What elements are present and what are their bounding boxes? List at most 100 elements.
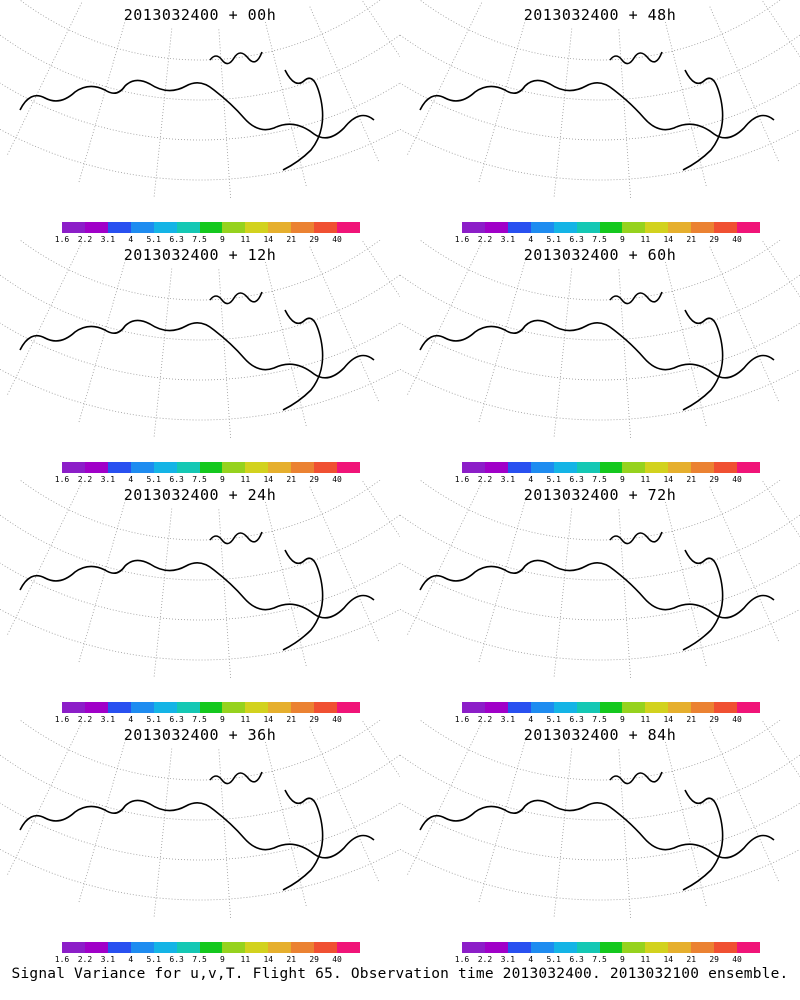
variance-contour — [145, 120, 165, 136]
colorbar-swatch — [176, 942, 200, 953]
colorbar-tick-label: 9 — [620, 955, 625, 964]
colorbar-tick-label: 21 — [286, 235, 297, 244]
map-panel: 2013032400 + 84h 1.6 2.2 3.1 4 5.1 6.3 7.5 9 11 14… — [400, 720, 800, 964]
colorbar-swatch — [84, 942, 108, 953]
variance-field — [102, 308, 322, 347]
colorbar-tick-label: 9 — [220, 955, 225, 964]
variance-contour — [536, 542, 614, 558]
colorbar-tick-label: 3.1 — [500, 235, 516, 244]
colorbar-tick-label: 1.6 — [54, 235, 70, 244]
colorbar-swatch — [530, 942, 554, 953]
variance-contour — [465, 770, 725, 827]
colorbar-swatch — [130, 942, 154, 953]
colorbar-tick-label: 4 — [528, 475, 534, 484]
colorbar-swatch — [84, 222, 108, 233]
colorbar-tick-label: 5.1 — [146, 475, 161, 484]
colorbar-tick-label: 9 — [220, 475, 225, 484]
colorbar-labels: 1.6 2.2 3.1 4 5.1 6.3 7.5 9 11 14 21 29 40 — [55, 475, 360, 484]
colorbar-swatch — [530, 222, 554, 233]
variance-field — [85, 781, 320, 827]
variance-contour — [565, 878, 595, 893]
colorbar-swatch — [245, 222, 269, 233]
colorbar-tick-label: 11 — [240, 235, 251, 244]
colorbar-tick-label: 14 — [263, 715, 274, 724]
colorbar-swatch — [222, 222, 246, 233]
variance-contour — [513, 554, 677, 587]
colorbar-tick-label: 7.5 — [592, 715, 607, 724]
colorbar-tick-label: 14 — [663, 955, 674, 964]
colorbar-tick-label: 5.1 — [546, 715, 561, 724]
colorbar — [462, 702, 760, 713]
colorbar-swatch — [668, 462, 692, 473]
variance-contour — [544, 344, 566, 347]
colorbar-tick-label: 4 — [528, 235, 534, 244]
variance-contour — [104, 575, 156, 587]
colorbar-swatch — [484, 942, 508, 953]
colorbar-tick-label: 6.3 — [569, 235, 584, 244]
variance-contour — [620, 65, 680, 105]
colorbar-labels: 1.6 2.2 3.1 4 5.1 6.3 7.5 9 11 14 21 29 40 — [55, 955, 360, 964]
colorbar-tick-label: 4 — [128, 235, 134, 244]
variance-map — [0, 240, 400, 439]
colorbar-swatch — [599, 702, 623, 713]
variance-contour — [602, 100, 618, 107]
colorbar-tick-label: 21 — [686, 475, 697, 484]
colorbar-tick-label: 6.3 — [169, 235, 184, 244]
colorbar-swatch — [645, 462, 669, 473]
variance-contour — [620, 577, 660, 587]
coastline — [419, 799, 775, 859]
map-panel: 2013032400 + 72h 1.6 2.2 3.1 4 5.1 6.3 7.5 9 11 14… — [400, 480, 800, 724]
colorbar-swatch — [507, 462, 531, 473]
colorbar-swatch — [668, 702, 692, 713]
variance-contour — [235, 163, 255, 177]
colorbar-swatch — [84, 462, 108, 473]
colorbar-tick-label: 6.3 — [169, 715, 184, 724]
colorbar-swatch — [530, 462, 554, 473]
colorbar-tick-label: 7.5 — [592, 235, 607, 244]
colorbar-swatch — [484, 462, 508, 473]
colorbar-swatch — [576, 942, 600, 953]
colorbar-tick-label: 3.1 — [500, 715, 516, 724]
variance-contour — [540, 132, 620, 168]
colorbar-swatch — [176, 222, 200, 233]
colorbar-swatch — [107, 942, 131, 953]
coastline — [19, 559, 375, 619]
map-panel: 2013032400 + 00h 1.6 2.2 3.1 4 5.1 6.3 7.5 9 11 14… — [0, 0, 400, 244]
colorbar-tick-label: 2.2 — [477, 475, 493, 484]
colorbar-swatch — [462, 942, 485, 953]
colorbar-swatch — [691, 942, 715, 953]
graticule — [400, 720, 800, 919]
variance-contour — [102, 336, 158, 347]
colorbar-tick-label: 5.1 — [546, 235, 561, 244]
colorbar-swatch — [737, 702, 760, 713]
colorbar-swatch — [507, 942, 531, 953]
colorbar-swatch — [245, 942, 269, 953]
colorbar-swatch — [337, 942, 360, 953]
colorbar-tick-label: 11 — [240, 475, 251, 484]
colorbar-swatch — [62, 942, 85, 953]
colorbar — [462, 222, 760, 233]
colorbar-tick-label: 29 — [309, 235, 319, 244]
colorbar-swatch — [199, 222, 223, 233]
variance-contour — [470, 535, 720, 587]
colorbar-tick-label: 29 — [309, 475, 319, 484]
coastline — [19, 319, 375, 379]
variance-contour — [285, 328, 315, 347]
colorbar-tick-label: 4 — [528, 715, 534, 724]
variance-contour — [176, 817, 224, 827]
colorbar-swatch — [691, 222, 715, 233]
colorbar-tick-label: 11 — [640, 715, 651, 724]
coastline — [19, 79, 375, 139]
colorbar — [62, 702, 360, 713]
colorbar-swatch — [599, 462, 623, 473]
colorbar-swatch — [62, 702, 85, 713]
variance-contour — [538, 626, 603, 655]
colorbar-labels: 1.6 2.2 3.1 4 5.1 6.3 7.5 9 11 14 21 29 40 — [455, 235, 760, 244]
colorbar-swatch — [714, 462, 738, 473]
colorbar-tick-label: 3.1 — [500, 955, 516, 964]
colorbar-swatch — [291, 462, 315, 473]
colorbar-tick-label: 3.1 — [100, 955, 116, 964]
coastline — [609, 291, 724, 411]
colorbar-swatch — [622, 702, 646, 713]
colorbar-tick-label: 4 — [128, 955, 134, 964]
